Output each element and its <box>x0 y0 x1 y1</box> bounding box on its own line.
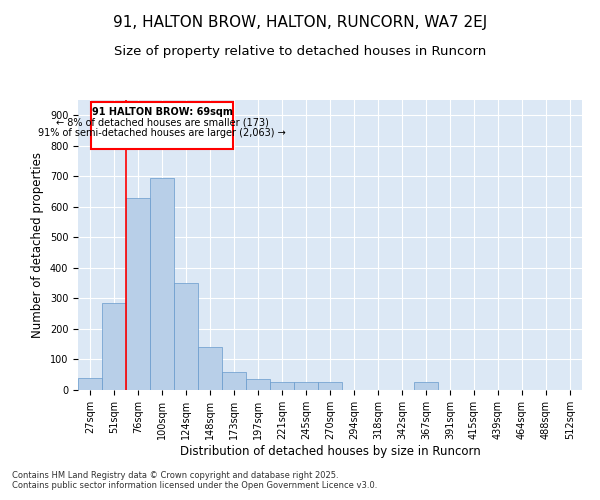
Bar <box>414 382 438 390</box>
Bar <box>246 380 270 390</box>
Text: Contains HM Land Registry data © Crown copyright and database right 2025.
Contai: Contains HM Land Registry data © Crown c… <box>12 470 377 490</box>
Bar <box>78 378 102 390</box>
Text: 91 HALTON BROW: 69sqm: 91 HALTON BROW: 69sqm <box>92 107 232 117</box>
X-axis label: Distribution of detached houses by size in Runcorn: Distribution of detached houses by size … <box>179 444 481 458</box>
Text: Size of property relative to detached houses in Runcorn: Size of property relative to detached ho… <box>114 45 486 58</box>
Bar <box>318 382 342 390</box>
Text: 91, HALTON BROW, HALTON, RUNCORN, WA7 2EJ: 91, HALTON BROW, HALTON, RUNCORN, WA7 2E… <box>113 15 487 30</box>
Text: 91% of semi-detached houses are larger (2,063) →: 91% of semi-detached houses are larger (… <box>38 128 286 138</box>
Bar <box>150 178 174 390</box>
Bar <box>198 348 222 390</box>
Bar <box>270 382 294 390</box>
Bar <box>294 382 318 390</box>
Bar <box>126 198 150 390</box>
Y-axis label: Number of detached properties: Number of detached properties <box>31 152 44 338</box>
Bar <box>222 372 246 390</box>
Bar <box>91 102 233 149</box>
Bar <box>102 303 126 390</box>
Text: ← 8% of detached houses are smaller (173): ← 8% of detached houses are smaller (173… <box>56 118 268 128</box>
Bar <box>174 283 198 390</box>
